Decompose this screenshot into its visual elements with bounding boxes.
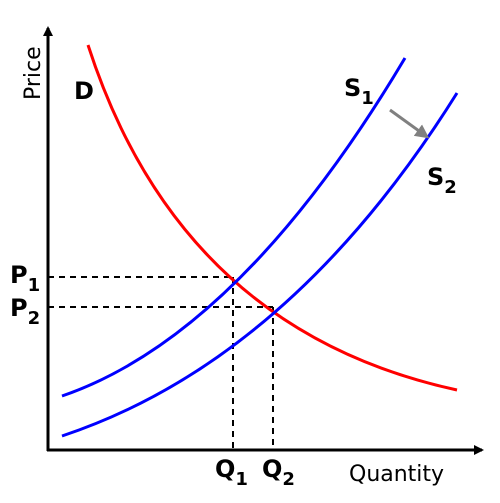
demand-label: D — [74, 77, 94, 105]
p2-label: P2 — [10, 294, 40, 329]
x-axis-title: Quantity — [349, 462, 444, 487]
demand-curve — [86, 44, 458, 392]
label-sub: 1 — [235, 469, 248, 490]
supply-2-label: S2 — [427, 163, 457, 198]
label-sub: 2 — [444, 177, 457, 198]
label-sub: 2 — [28, 308, 41, 329]
label-sub: 2 — [282, 469, 295, 490]
label-sub: 1 — [361, 88, 374, 109]
label-main: S — [427, 163, 444, 191]
label-main: S — [344, 74, 361, 102]
supply-curve-1 — [61, 57, 407, 398]
supply-1-label: S1 — [344, 74, 374, 109]
label-main: Q — [215, 455, 235, 483]
label-main: P — [10, 261, 28, 289]
label-main: P — [10, 294, 28, 322]
p1-label: P1 — [10, 261, 40, 296]
label-main: Q — [262, 455, 282, 483]
q1-label: Q1 — [215, 455, 248, 490]
label-sub: 1 — [28, 275, 41, 296]
y-axis-title: Price — [21, 46, 46, 100]
q2-label: Q2 — [262, 455, 295, 490]
shift-arrow — [389, 108, 430, 139]
guides — [48, 276, 274, 450]
supply-curve-2 — [61, 92, 459, 438]
